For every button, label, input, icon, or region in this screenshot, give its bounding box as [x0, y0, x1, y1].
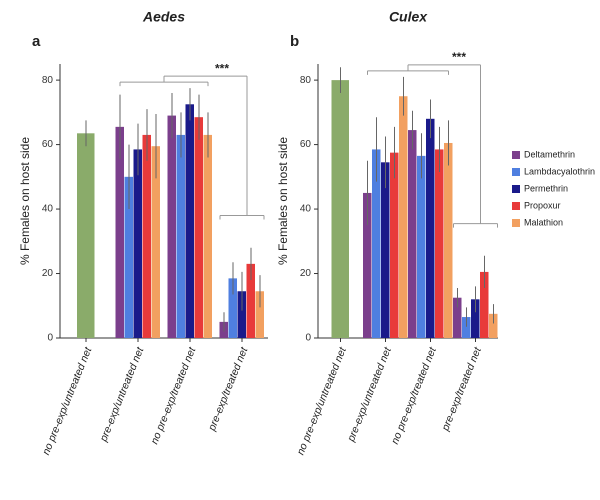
bar	[255, 291, 264, 338]
legend-swatch	[512, 219, 520, 227]
x-tick-label: pre-exp/untreated net	[345, 345, 395, 445]
bar	[237, 291, 246, 338]
bar	[176, 134, 185, 338]
bar	[489, 313, 498, 338]
y-tick-label: 80	[300, 75, 312, 86]
bar	[453, 297, 462, 338]
legend-label: Permethrin	[524, 183, 568, 193]
bar	[185, 104, 194, 338]
bar	[194, 117, 203, 338]
significance-annotation: ***	[452, 50, 466, 64]
panel-label: b	[290, 33, 299, 50]
x-tick-label: no pre-exp/treated net	[149, 345, 199, 446]
bar	[390, 152, 399, 338]
bar	[399, 96, 408, 338]
x-tick-label: no pre-exp/untreated net	[295, 345, 350, 457]
y-tick-label: 40	[42, 204, 54, 215]
bar	[363, 192, 372, 338]
x-tick-label: pre-exp/untreated net	[97, 345, 147, 445]
legend-label: Deltamethrin	[524, 149, 575, 159]
y-tick-label: 20	[42, 268, 54, 279]
legend-swatch	[512, 185, 520, 193]
bar	[151, 146, 160, 338]
bar	[228, 278, 237, 338]
bar	[142, 134, 151, 338]
bar	[331, 80, 349, 338]
chart-title: Culex	[389, 9, 428, 25]
bar	[462, 317, 471, 338]
y-tick-label: 0	[305, 333, 311, 344]
y-tick-label: 60	[300, 139, 312, 150]
legend-label: Lambdacyalothrin	[524, 166, 595, 176]
chart-title: Aedes	[142, 9, 185, 25]
bar	[426, 118, 435, 338]
bar	[417, 155, 426, 338]
significance-annotation: ***	[215, 61, 229, 75]
bar	[471, 299, 480, 338]
y-tick-label: 0	[47, 333, 53, 344]
y-tick-label: 40	[300, 204, 312, 215]
bar	[124, 176, 133, 338]
legend-swatch	[512, 168, 520, 176]
bar	[133, 149, 142, 338]
bar	[408, 130, 417, 338]
x-tick-label: pre-exp/treated net	[206, 345, 251, 434]
bar	[115, 126, 124, 338]
y-axis-label: % Females on host side	[276, 137, 290, 265]
y-tick-label: 80	[42, 75, 54, 86]
bar	[167, 115, 176, 338]
bar	[480, 271, 489, 338]
y-axis-label: % Females on host side	[18, 137, 32, 265]
legend-swatch	[512, 151, 520, 159]
legend-label: Malathion	[524, 217, 563, 227]
x-tick-label: pre-exp/treated net	[439, 345, 484, 434]
bar	[444, 142, 453, 338]
legend-swatch	[512, 202, 520, 210]
y-tick-label: 20	[300, 268, 312, 279]
bar	[372, 149, 381, 338]
bar	[203, 134, 212, 338]
x-tick-label: no pre-exp/treated net	[389, 345, 439, 446]
panel-label: a	[32, 33, 41, 50]
bar	[435, 149, 444, 338]
bar	[246, 263, 255, 338]
bar	[381, 162, 390, 338]
x-tick-label: no pre-exp/untreated net	[40, 345, 95, 457]
bar	[77, 133, 95, 338]
legend-label: Propoxur	[524, 200, 561, 210]
y-tick-label: 60	[42, 139, 54, 150]
